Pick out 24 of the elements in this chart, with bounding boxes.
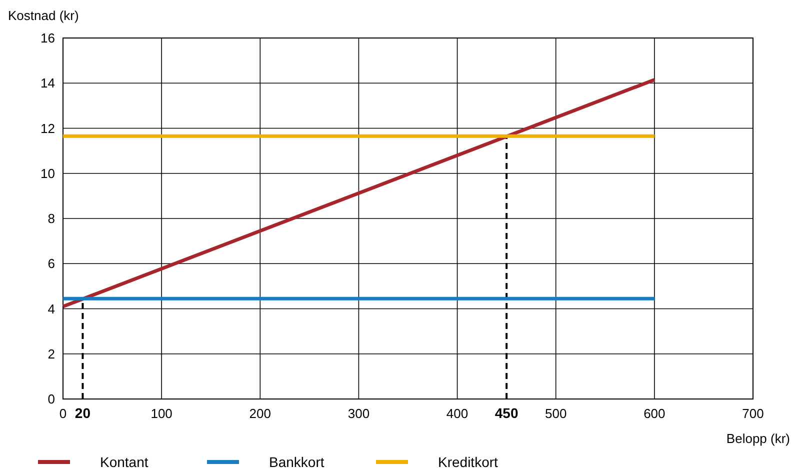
legend-label: Bankkort [269,454,324,470]
ref-line-label: 450 [494,405,518,421]
x-tick-label: 200 [249,406,271,421]
y-tick-label: 14 [40,76,55,91]
y-axis-title: Kostnad (kr) [8,8,79,23]
y-tick-label: 10 [40,166,55,181]
y-tick-label: 12 [40,120,55,136]
x-tick-label: 700 [742,406,764,421]
y-tick-label: 0 [48,392,55,407]
y-tick-label: 2 [48,346,55,362]
x-tick-label: 400 [446,406,468,421]
x-axis-title: Belopp (kr) [726,431,790,446]
x-tick-label: 100 [150,406,172,421]
x-tick-label: 0 [59,406,67,421]
x-tick-label: 600 [644,406,666,421]
y-tick-label: 16 [40,30,55,46]
legend-label: Kontant [100,454,148,470]
x-tick-label: 500 [545,406,567,421]
x-tick-label: 300 [348,406,370,421]
y-tick-label: 6 [48,256,55,272]
legend-label: Kreditkort [438,454,498,470]
y-tick-label: 4 [48,301,55,316]
y-tick-label: 8 [48,211,55,226]
ref-line-label: 20 [74,405,91,421]
